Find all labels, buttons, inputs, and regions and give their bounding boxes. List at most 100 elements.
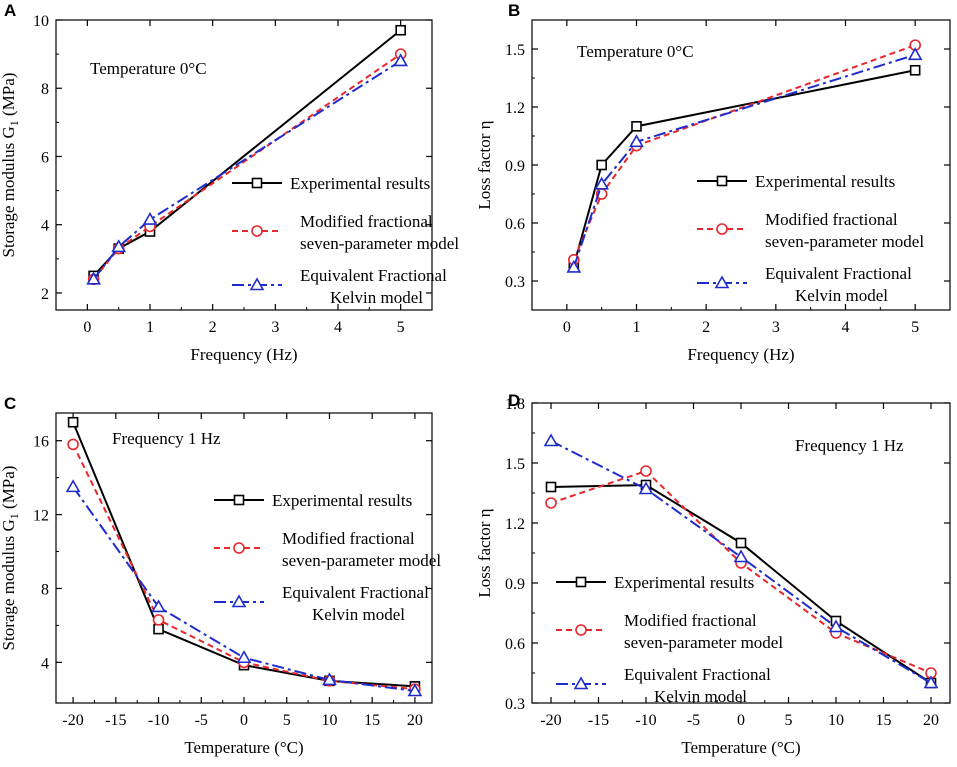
legend-label: Experimental results: [755, 172, 895, 191]
legend-marker-modified: [716, 223, 728, 235]
legend-label: seven-parameter model: [282, 551, 441, 570]
legend: Experimental results Modified fractional s…: [697, 172, 924, 305]
legend-item-equivalent: Equivalent Fractional Kelvin model: [232, 266, 447, 307]
legend-marker-experimental: [575, 576, 587, 588]
y-tick-label: 4: [41, 218, 49, 235]
y-axis-label-main: Loss factor η: [475, 508, 494, 597]
y-axis-label-unit: (MPa): [0, 73, 18, 121]
data-point-equivalent: [594, 176, 610, 190]
y-tick-label: 0.9: [505, 158, 525, 175]
y-tick-label: 0.6: [505, 216, 525, 233]
legend-label: Modified fractional: [300, 212, 433, 231]
y-tick-label: 1.2: [505, 100, 525, 117]
x-tick-label: 1: [146, 319, 154, 336]
x-tick-label: -5: [195, 712, 208, 729]
series-line-experimental: [92, 29, 402, 277]
y-tick-label: 6: [41, 149, 49, 166]
y-axis-label-sub: 1: [7, 120, 21, 126]
legend-marker-modified: [251, 225, 263, 237]
data-point-experimental: [909, 64, 921, 76]
data-point-equivalent: [151, 599, 166, 613]
condition-annotation: Temperature 0°C: [90, 59, 207, 78]
legend-label: Kelvin model: [654, 687, 747, 706]
x-tick-label: -10: [635, 712, 656, 729]
x-tick-label: 5: [283, 712, 291, 729]
legend-item-experimental: Experimental results: [232, 174, 430, 193]
x-tick-label: 15: [876, 712, 892, 729]
condition-annotation: Temperature 0°C: [577, 42, 694, 61]
data-point-equivalent: [907, 47, 923, 61]
y-tick-label: 12: [33, 508, 49, 525]
legend-label: Experimental results: [272, 491, 412, 510]
y-axis-label: Storage modulus G1 (MPa): [0, 466, 21, 651]
x-axis-label: Temperature (°C): [681, 738, 800, 757]
x-tick-label: 5: [911, 319, 919, 336]
x-tick-label: -20: [540, 712, 561, 729]
legend: Experimental results Modified fractional s…: [232, 174, 459, 307]
x-tick-label: 20: [923, 712, 939, 729]
y-tick-label: 1.5: [505, 42, 525, 59]
data-point-experimental: [631, 121, 642, 132]
legend-label: Modified fractional: [624, 611, 757, 630]
data-point-equivalent: [543, 433, 559, 447]
legend-marker-equivalent: [249, 277, 265, 291]
series-equivalent: [566, 47, 923, 273]
data-point-equivalent: [566, 259, 582, 273]
x-tick-label: -10: [148, 712, 169, 729]
data-point-equivalent: [407, 683, 423, 697]
chart-panel-b: 0 1 2 3 4 5 0.3 0.6 0.9 1.2 1.5 Frequency (Hz) Loss …: [475, 1, 951, 364]
legend-label: seven-parameter model: [624, 633, 783, 652]
y-tick-label: 0.3: [505, 274, 525, 291]
legend-marker-experimental: [233, 494, 245, 506]
legend-label: Equivalent Fractional: [624, 665, 771, 684]
chart-panel-a: 0 1 2 3 4 5 2 4 6 8 10 Frequency (Hz) Storage modulu…: [0, 1, 459, 364]
series-line-experimental: [572, 69, 916, 266]
x-tick-label: 0: [240, 712, 248, 729]
legend-marker-equivalent: [714, 275, 730, 289]
x-tick-label: -15: [105, 712, 126, 729]
series-equivalent: [65, 479, 423, 697]
legend-item-experimental: Experimental results: [697, 172, 895, 191]
y-tick-label: 16: [33, 434, 49, 451]
legend-label: Equivalent Fractional: [300, 266, 447, 285]
legend-marker-equivalent: [231, 594, 247, 608]
x-tick-label: -20: [62, 712, 83, 729]
x-tick-label: 0: [737, 712, 745, 729]
condition-annotation: Frequency 1 Hz: [112, 429, 221, 448]
data-point-modified: [152, 614, 165, 626]
data-point-equivalent: [65, 479, 81, 493]
legend-item-experimental: Experimental results: [214, 491, 412, 510]
y-axis-label: Loss factor η: [475, 120, 494, 209]
data-point-equivalent: [142, 211, 158, 225]
legend-label: seven-parameter model: [300, 234, 459, 253]
series-equivalent: [543, 433, 939, 689]
y-axis-label-unit: (MPa): [0, 466, 18, 514]
y-axis-label: Loss factor η: [475, 508, 494, 597]
y-axis-label-main: Storage modulus G: [0, 126, 18, 257]
y-tick-label: 0.3: [505, 696, 525, 713]
x-tick-label: 10: [321, 712, 337, 729]
legend-marker-experimental: [251, 177, 263, 189]
data-point-modified: [640, 465, 652, 477]
legend-marker-experimental: [716, 175, 728, 187]
x-tick-label: -15: [588, 712, 609, 729]
panel-letter: C: [4, 394, 16, 413]
x-axis-label: Temperature (°C): [184, 738, 303, 757]
x-tick-label: 2: [209, 319, 217, 336]
x-tick-label: 3: [772, 319, 780, 336]
data-point-experimental: [67, 416, 79, 428]
panel-letter: A: [4, 1, 16, 20]
legend-item-equivalent: Equivalent Fractional Kelvin model: [214, 583, 429, 624]
x-tick-label: 20: [407, 712, 423, 729]
data-point-equivalent: [923, 675, 939, 689]
x-tick-label: 15: [364, 712, 380, 729]
legend-label: Equivalent Fractional: [282, 583, 429, 602]
legend-marker-equivalent: [573, 676, 589, 690]
data-point-equivalent: [638, 481, 654, 495]
x-tick-label: -5: [687, 712, 700, 729]
data-point-experimental: [153, 623, 164, 635]
data-point-equivalent: [733, 549, 749, 563]
data-point-experimental: [596, 159, 607, 171]
legend-label: Kelvin model: [795, 286, 888, 305]
y-tick-label: 1.8: [505, 396, 525, 413]
